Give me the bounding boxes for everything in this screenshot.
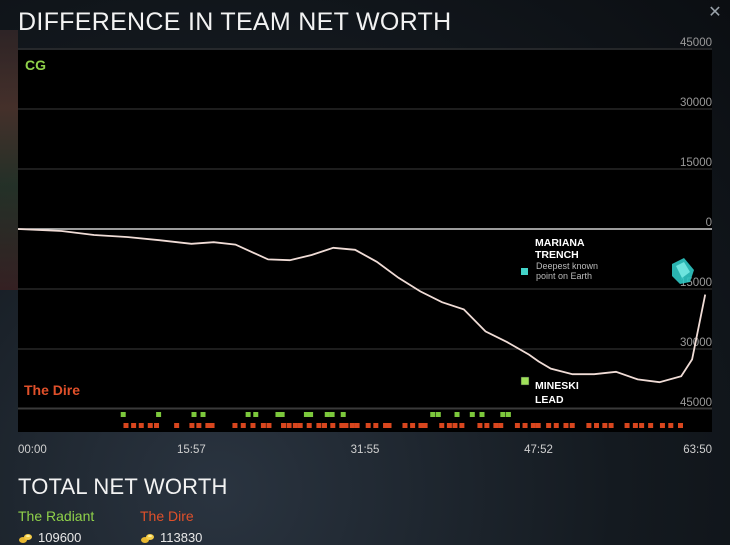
x-tick-label: 31:55 (351, 444, 380, 456)
gold-icon (19, 533, 32, 543)
close-icon[interactable]: ✕ (708, 4, 722, 21)
radiant-label: The Radiant (18, 508, 95, 524)
radiant-net-worth: 109600 (18, 530, 81, 545)
team-bottom-label: The Dire (24, 382, 81, 398)
dire-net-worth: 113830 (140, 530, 202, 545)
page-title: DIFFERENCE IN TEAM NET WORTH (18, 8, 452, 36)
chart-plot-area (18, 50, 712, 432)
y-tick-label: 45000 (680, 37, 712, 49)
gold-icon (141, 533, 154, 543)
x-tick-label: 63:50 (683, 444, 712, 456)
background-decoration (0, 30, 18, 290)
x-axis-ticks: 00:00 15:57 31:55 47:52 63:50 (18, 444, 712, 456)
radiant-net-worth-value: 109600 (38, 530, 82, 545)
x-tick-label: 00:00 (18, 444, 47, 456)
total-net-worth-title: TOTAL NET WORTH (18, 474, 228, 499)
team-top-label: CG (25, 57, 46, 73)
x-tick-label: 15:57 (177, 444, 206, 456)
x-tick-label: 47:52 (524, 444, 553, 456)
dire-label: The Dire (140, 508, 194, 524)
dire-net-worth-value: 113830 (160, 530, 203, 545)
